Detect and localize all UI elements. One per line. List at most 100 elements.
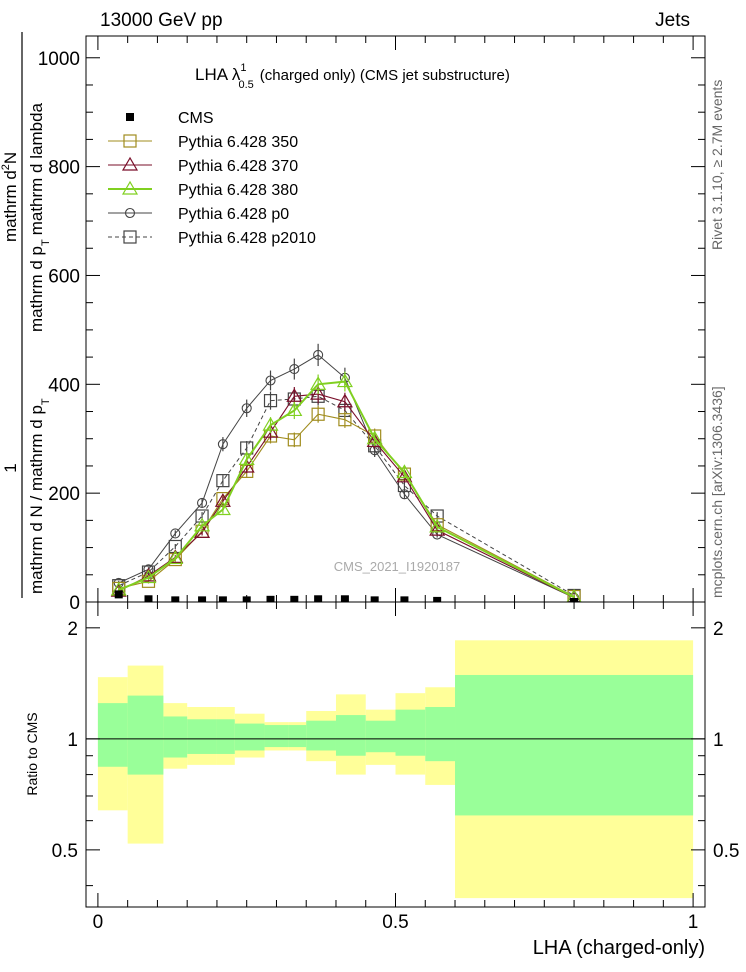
series-point-p380	[140, 569, 157, 584]
legend-marker-p2010	[123, 230, 137, 244]
ratio-band-green	[187, 719, 217, 754]
series-point-p380	[238, 451, 255, 466]
series-point-p380	[167, 550, 184, 565]
y-label-denominator: mathrm d N / mathrm d pT	[27, 398, 52, 594]
y-label-numerator-2: mathrm d pTmathrm d lambda	[27, 102, 52, 332]
ratio-band-green	[264, 725, 289, 748]
x-tick-label: 0.5	[382, 912, 408, 933]
series-point-p370	[336, 393, 353, 408]
y-tick-label: 0	[69, 593, 80, 614]
series-point-p380	[214, 501, 231, 516]
y-axis-label-ratio: Ratio to CMS	[24, 712, 40, 795]
y-tick-label: 800	[48, 158, 80, 179]
cms-data-point	[218, 596, 227, 605]
main-plot: 0 200 400 600 800 1000	[38, 35, 706, 614]
series-point-p370	[396, 468, 413, 483]
ratio-y-tick-label-right: 0.5	[713, 841, 739, 862]
cms-data-point	[144, 595, 153, 604]
ratio-plot-frame	[85, 601, 706, 908]
series-point-p350	[311, 407, 325, 421]
y-tick-label: 1000	[38, 49, 80, 70]
y-label-num2a: mathrm d p	[27, 246, 46, 332]
ratio-band-green	[216, 719, 235, 754]
legend-label-p370: Pythia 6.428 370	[178, 158, 298, 175]
ratio-plot: 0 0.5 1 0.5 0.5 1 1 2 2	[52, 601, 739, 933]
main-plot-frame	[85, 35, 706, 603]
ratio-y-tick-label: 2	[67, 619, 78, 640]
legend-marker-p380	[121, 180, 139, 195]
ratio-band-green	[163, 716, 188, 758]
legend-label-p350: Pythia 6.428 350	[178, 134, 298, 151]
ratio-y-tick-label-right: 1	[713, 730, 724, 751]
series-point-p2010	[216, 474, 230, 488]
series-point-p370	[310, 385, 327, 400]
legend-label-cms: CMS	[178, 110, 214, 127]
cms-data-point	[370, 596, 379, 605]
legend-marker-p350	[123, 134, 137, 148]
legend: CMS Pythia 6.428 350 Pythia 6.428 370 Pythi…	[108, 110, 316, 247]
legend-marker-p0	[124, 207, 136, 219]
cms-data-point	[242, 596, 251, 605]
analysis-watermark: CMS_2021_I1920187	[334, 559, 461, 574]
y-label-num1: mathrm d	[1, 170, 20, 242]
series-point-p0	[241, 403, 252, 414]
series-point-p380	[366, 430, 383, 445]
y-label-den: mathrm d N / mathrm d p	[27, 405, 46, 594]
legend-label-p380: Pythia 6.428 380	[178, 182, 298, 199]
ratio-band-green	[97, 703, 128, 767]
y-label-den-sub: T	[40, 398, 52, 405]
series-point-p2010	[195, 509, 209, 523]
x-axis-label: LHA (charged-only)	[533, 937, 705, 959]
y-tick-label: 400	[48, 375, 80, 396]
series-point-p380	[429, 518, 446, 533]
x-tick-label: 1	[688, 912, 699, 933]
y-label-num2a-sub: T	[40, 239, 52, 246]
y-label-numerator-1: mathrm d2N	[0, 152, 20, 242]
cms-data-point	[171, 596, 180, 605]
ratio-band-green	[306, 720, 336, 751]
y-label-one: 1	[1, 463, 20, 472]
y-label-num2b: mathrm d lambda	[27, 102, 46, 235]
series-point-p0	[170, 528, 181, 539]
cms-data-point	[314, 595, 323, 604]
series-point-p370	[366, 433, 383, 448]
series-point-p0	[217, 439, 228, 450]
cms-data-point	[290, 595, 299, 604]
cms-data-point	[400, 596, 409, 605]
series-line-p380	[118, 380, 575, 598]
ratio-band-green	[335, 715, 366, 756]
cms-data-point	[198, 596, 207, 605]
series-line-p0	[118, 354, 575, 599]
plot-title-rest: (charged only) (CMS jet substructure)	[260, 67, 510, 84]
legend-label-p2010: Pythia 6.428 p2010	[178, 230, 316, 247]
ratio-band-green	[234, 723, 265, 751]
header-right: Jets	[655, 10, 690, 31]
ratio-band-green	[288, 725, 307, 748]
series-point-p0	[197, 497, 208, 509]
series-point-p380	[194, 517, 211, 532]
ratio-y-tick-label: 1	[67, 730, 78, 751]
series-point-p380	[336, 373, 353, 388]
ratio-band-green	[127, 695, 164, 775]
series-point-p380	[262, 416, 279, 431]
plot-title-sub: 0.5	[238, 79, 253, 91]
main-data-layer	[110, 343, 583, 606]
series-point-p350	[338, 413, 352, 427]
series-point-p0	[399, 489, 410, 500]
mcplots-label: mcplots.cern.ch [arXiv:1306.3436]	[709, 386, 725, 598]
series-point-p0	[289, 364, 300, 375]
cms-data-point	[433, 596, 442, 605]
ratio-y-tick-label: 0.5	[52, 841, 78, 862]
cms-data-point	[266, 595, 275, 604]
x-tick-label: 0	[93, 912, 104, 933]
y-tick-label: 200	[48, 484, 80, 505]
legend-label-p0: Pythia 6.428 p0	[178, 206, 289, 223]
y-tick-label: 600	[48, 266, 80, 287]
series-point-p380	[286, 402, 303, 417]
y-label-num1-sup: 2	[0, 164, 12, 170]
series-point-p380	[396, 464, 413, 479]
ratio-band-green	[395, 709, 426, 756]
main-ticks: 0 200 400 600 800 1000	[38, 36, 705, 614]
ratio-band-green	[425, 707, 456, 762]
legend-marker-cms	[126, 113, 134, 121]
